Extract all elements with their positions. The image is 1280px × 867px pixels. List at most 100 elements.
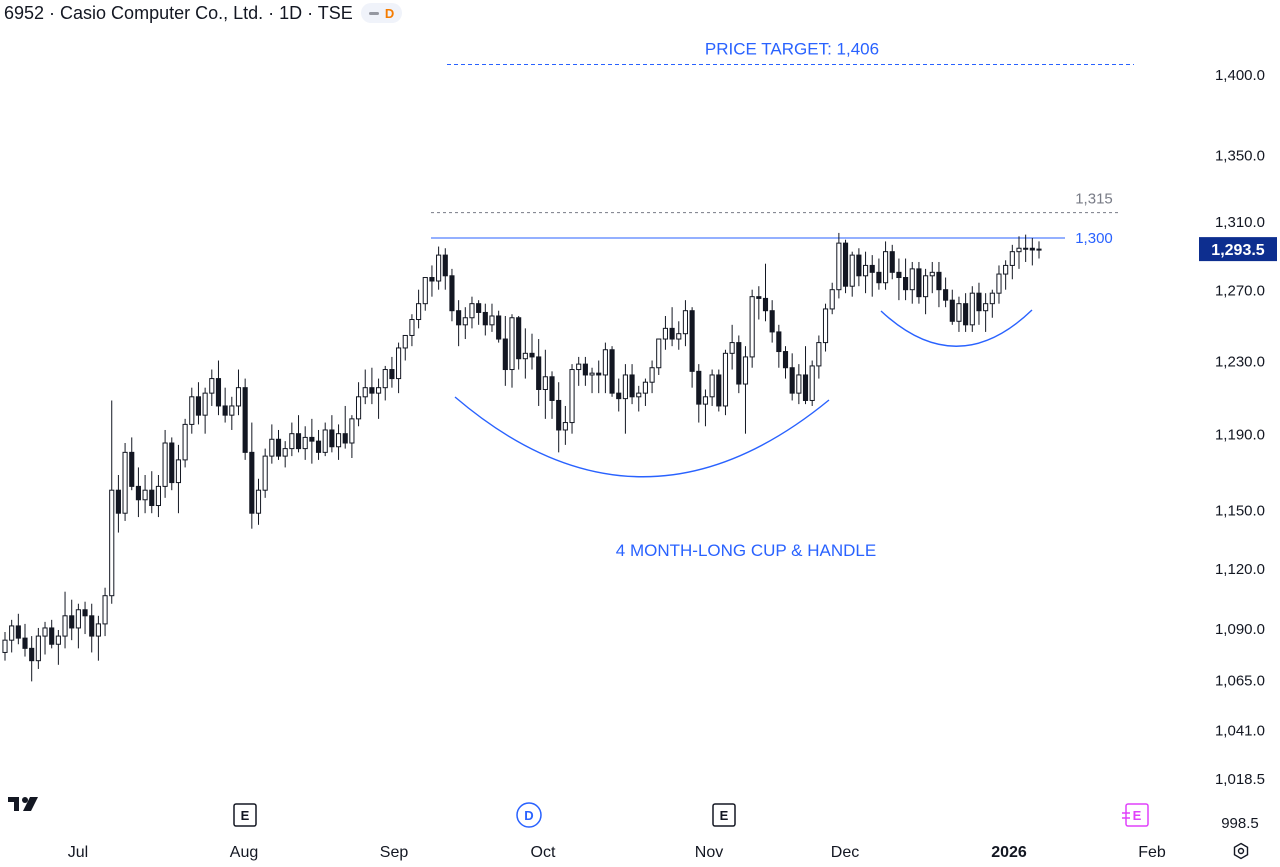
candle (302, 426, 308, 460)
candle-body (602, 349, 608, 376)
y-tick-label: 1,270.0 (1215, 283, 1265, 300)
candle-body (229, 405, 235, 416)
candle (349, 415, 355, 458)
candle-body (282, 448, 288, 457)
candle (169, 437, 175, 491)
candle-body (449, 275, 455, 312)
candle-body (309, 436, 315, 442)
candle (782, 346, 789, 379)
candle-body (149, 489, 155, 507)
candle-body (742, 356, 749, 385)
candle-body (289, 433, 295, 450)
candle-body (582, 363, 588, 376)
candle-body (9, 625, 15, 641)
candle (943, 277, 949, 308)
candle (736, 335, 742, 394)
candle-body (456, 310, 462, 326)
candle-body (422, 277, 428, 305)
candle (609, 346, 615, 397)
candle (796, 364, 802, 405)
candle-body (662, 327, 668, 340)
candle (989, 289, 995, 318)
candle (102, 587, 108, 637)
candle (1029, 238, 1035, 266)
candle-body (549, 376, 555, 401)
candle-body (476, 303, 482, 313)
earnings-marker-icon[interactable]: E (233, 803, 257, 827)
candle (269, 424, 275, 464)
y-tick-label: 1,400.0 (1215, 67, 1265, 84)
earnings-marker-icon[interactable]: E (712, 803, 736, 827)
candle-body (983, 303, 989, 312)
candle-body (769, 310, 775, 333)
candle (142, 474, 148, 514)
candle-body (849, 254, 855, 287)
candle (396, 342, 402, 394)
y-tick-label: 1,090.0 (1215, 621, 1265, 638)
candle-body (756, 296, 762, 299)
candle-body (622, 374, 628, 400)
candle-body (376, 387, 382, 394)
candle-body (722, 352, 729, 407)
candle-body (716, 374, 722, 407)
candle-body (736, 342, 742, 385)
candle (362, 369, 368, 405)
candle (9, 619, 15, 653)
candle (489, 303, 495, 332)
y-tick-label: 1,310.0 (1215, 214, 1265, 231)
candle-body (936, 271, 942, 291)
candle-body (536, 356, 542, 390)
candle (476, 300, 482, 325)
candle (1036, 241, 1042, 259)
candle (202, 387, 208, 434)
symbol-title[interactable]: 6952 · Casio Computer Co., Ltd. · 1D · T… (4, 2, 353, 23)
candle-body (262, 455, 268, 491)
candle (729, 324, 735, 370)
candle-body (629, 374, 635, 398)
candle-body (209, 378, 215, 394)
candle-body (69, 615, 75, 629)
interval-toggle[interactable]: D (360, 3, 403, 23)
candle (436, 246, 442, 290)
x-tick-label: Oct (531, 844, 556, 861)
candle-body (1003, 264, 1009, 275)
candle (536, 339, 542, 406)
candle-body (596, 372, 602, 376)
candle-body (762, 297, 769, 312)
candle-body (482, 311, 488, 326)
candle-body (522, 352, 528, 360)
candle-body (202, 392, 208, 416)
candle-body (189, 396, 195, 425)
candle-body (576, 363, 582, 371)
candle-body (889, 251, 895, 273)
candle (589, 367, 595, 394)
candle-body (862, 264, 869, 277)
candle (636, 385, 642, 412)
candle-body (702, 396, 709, 405)
candle (1016, 236, 1022, 269)
candle-body (62, 615, 68, 637)
candle (135, 467, 141, 518)
candle-body (923, 275, 929, 298)
candle (869, 255, 875, 297)
candle (502, 315, 508, 386)
dividend-marker-icon[interactable]: D (516, 802, 542, 828)
candle-body (1023, 247, 1029, 250)
tradingview-logo-icon[interactable] (8, 795, 48, 815)
candle (195, 382, 202, 425)
candle-body (122, 451, 128, 514)
settings-gear-icon[interactable] (1232, 842, 1250, 860)
candle-body (562, 422, 568, 431)
candle-body (1036, 248, 1042, 251)
candle-body (329, 429, 335, 448)
candle (802, 346, 809, 405)
candle-body (302, 436, 308, 450)
candle (122, 443, 128, 521)
y-tick-label: 1,150.0 (1215, 502, 1265, 519)
candle-body (349, 418, 355, 444)
candle-body (429, 277, 435, 282)
candle-body (696, 370, 702, 405)
earnings-marker-icon[interactable]: E (1122, 803, 1149, 827)
